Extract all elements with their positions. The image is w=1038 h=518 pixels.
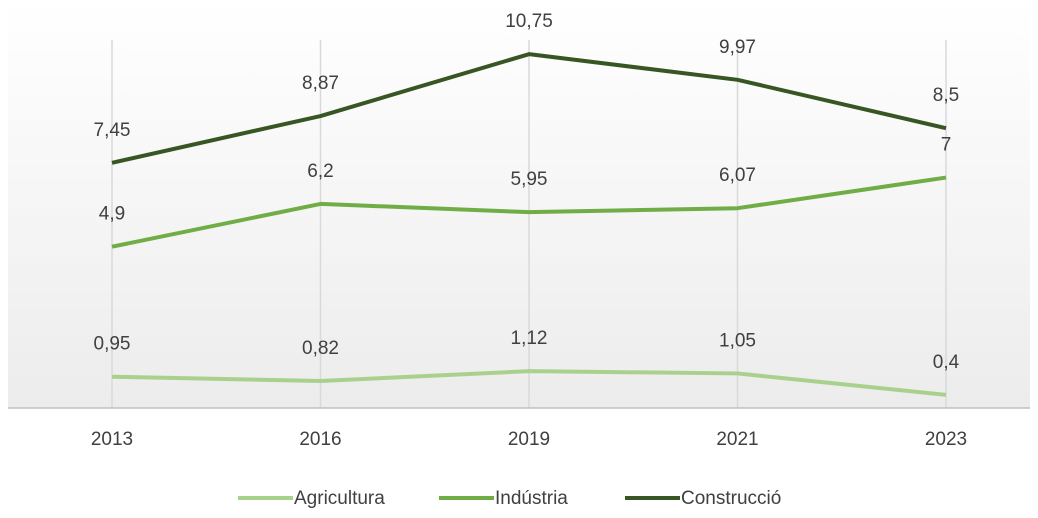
- plot-background: [8, 0, 1030, 408]
- line: [111, 52, 947, 165]
- legend-label: Construcció: [681, 488, 781, 509]
- x-tick-label: 2019: [508, 429, 550, 450]
- data-label: 7,45: [94, 120, 131, 141]
- data-label: 0,4: [933, 352, 960, 373]
- data-label: 6,07: [719, 165, 756, 186]
- data-label: 0,82: [302, 338, 339, 359]
- data-label: 0,95: [94, 334, 131, 355]
- legend-label: Agricultura: [294, 488, 385, 509]
- x-tick-label: 2013: [91, 429, 133, 450]
- x-tick-label: 2016: [299, 429, 341, 450]
- data-label: 8,5: [933, 85, 959, 106]
- data-label: 1,05: [719, 330, 756, 351]
- data-label: 5,95: [511, 169, 548, 190]
- line: [111, 175, 947, 249]
- x-tick-label: 2021: [716, 429, 758, 450]
- data-label: 7: [941, 135, 952, 156]
- legend-label: Indústria: [495, 488, 568, 509]
- data-label: 6,2: [307, 161, 333, 182]
- data-label: 9,97: [719, 37, 756, 58]
- data-label: 4,9: [99, 204, 125, 225]
- data-label: 1,12: [511, 328, 548, 349]
- data-label: 8,87: [302, 73, 339, 94]
- line: [111, 369, 947, 397]
- x-tick-label: 2023: [925, 429, 967, 450]
- data-label: 10,75: [505, 11, 553, 32]
